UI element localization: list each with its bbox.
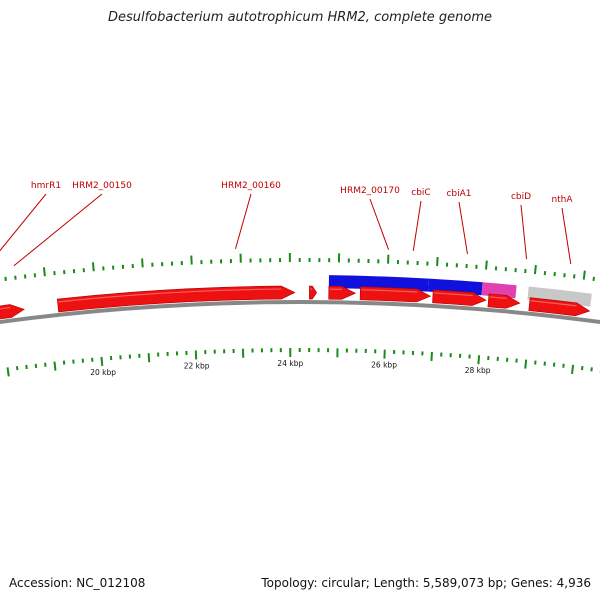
gene-arrow-highlight <box>0 306 11 310</box>
gene-label-leader <box>520 204 528 260</box>
tick-mark <box>15 366 19 371</box>
tick-mark <box>42 267 46 277</box>
genome-summary-text: Topology: circular; Length: 5,589,073 bp… <box>261 576 591 590</box>
kbp-label: 26 kbp <box>371 361 397 370</box>
kbp-label: 28 kbp <box>465 366 491 375</box>
kbp-label: 22 kbp <box>184 361 210 370</box>
tick-mark <box>91 262 95 272</box>
tick-mark <box>100 356 104 366</box>
gene-label-leader <box>235 193 252 250</box>
gene-label: HRM2_00150 <box>72 181 132 191</box>
tick-mark <box>53 361 57 371</box>
gene-arrow-highlight <box>58 288 282 303</box>
tick-mark <box>582 270 586 280</box>
tick-mark <box>141 258 144 268</box>
gene-label-leader <box>412 200 422 251</box>
gene-label: HRM2_00160 <box>221 181 281 191</box>
gene-track <box>0 285 591 320</box>
tick-mark <box>430 351 433 361</box>
gene-label: cbiC <box>411 188 430 198</box>
tick-mark <box>477 355 481 365</box>
accession-text: Accession: NC_012108 <box>9 576 146 590</box>
gene-arrow-highlight <box>433 292 473 297</box>
gene-label-leader <box>369 198 390 250</box>
gene-label: cbiA1 <box>446 189 471 199</box>
gene-label: hmrR1 <box>31 181 61 191</box>
top-tick-track <box>4 253 595 282</box>
gene-label-leader <box>561 207 572 264</box>
gene-label: HRM2_00170 <box>340 186 400 196</box>
genome-backbone <box>0 300 600 325</box>
tick-mark <box>436 257 439 267</box>
tick-mark <box>590 367 593 372</box>
gene-arrow <box>56 285 296 313</box>
kbp-label: 24 kbp <box>277 359 303 368</box>
tick-mark <box>571 364 575 374</box>
bottom-tick-track <box>6 347 600 377</box>
outer-feature-block <box>527 286 592 307</box>
gene-arrow <box>309 285 318 300</box>
outer-feature-block <box>328 275 430 292</box>
tick-mark <box>533 264 537 275</box>
gene-label-layer: hmrR1 HRM2_00150 HRM2_00160 HRM2_00170 cbiC c… <box>0 181 573 267</box>
tick-mark <box>592 276 595 281</box>
tick-mark <box>6 367 10 377</box>
kbp-label: 20 kbp <box>90 368 116 377</box>
gene-label-leader <box>13 193 103 267</box>
gene-arrow-highlight <box>489 296 507 300</box>
kbp-label-layer: 20 kbp 22 kbp 24 kbp 26 kbp 28 kbp <box>90 359 491 377</box>
map-title: Desulfobacterium autotrophicum HRM2, com… <box>107 10 493 25</box>
tick-mark <box>580 365 584 371</box>
gene-label: nthA <box>551 195 573 205</box>
gene-label-leader <box>0 193 47 252</box>
tick-mark <box>524 359 528 369</box>
gene-label: cbiD <box>511 192 531 202</box>
gene-arrow-highlight <box>361 289 418 293</box>
tick-mark <box>147 353 151 363</box>
gene-label-leader <box>458 201 468 255</box>
tick-mark <box>4 276 7 282</box>
tick-mark <box>485 260 488 270</box>
gene-arrow-highlight <box>530 300 577 307</box>
